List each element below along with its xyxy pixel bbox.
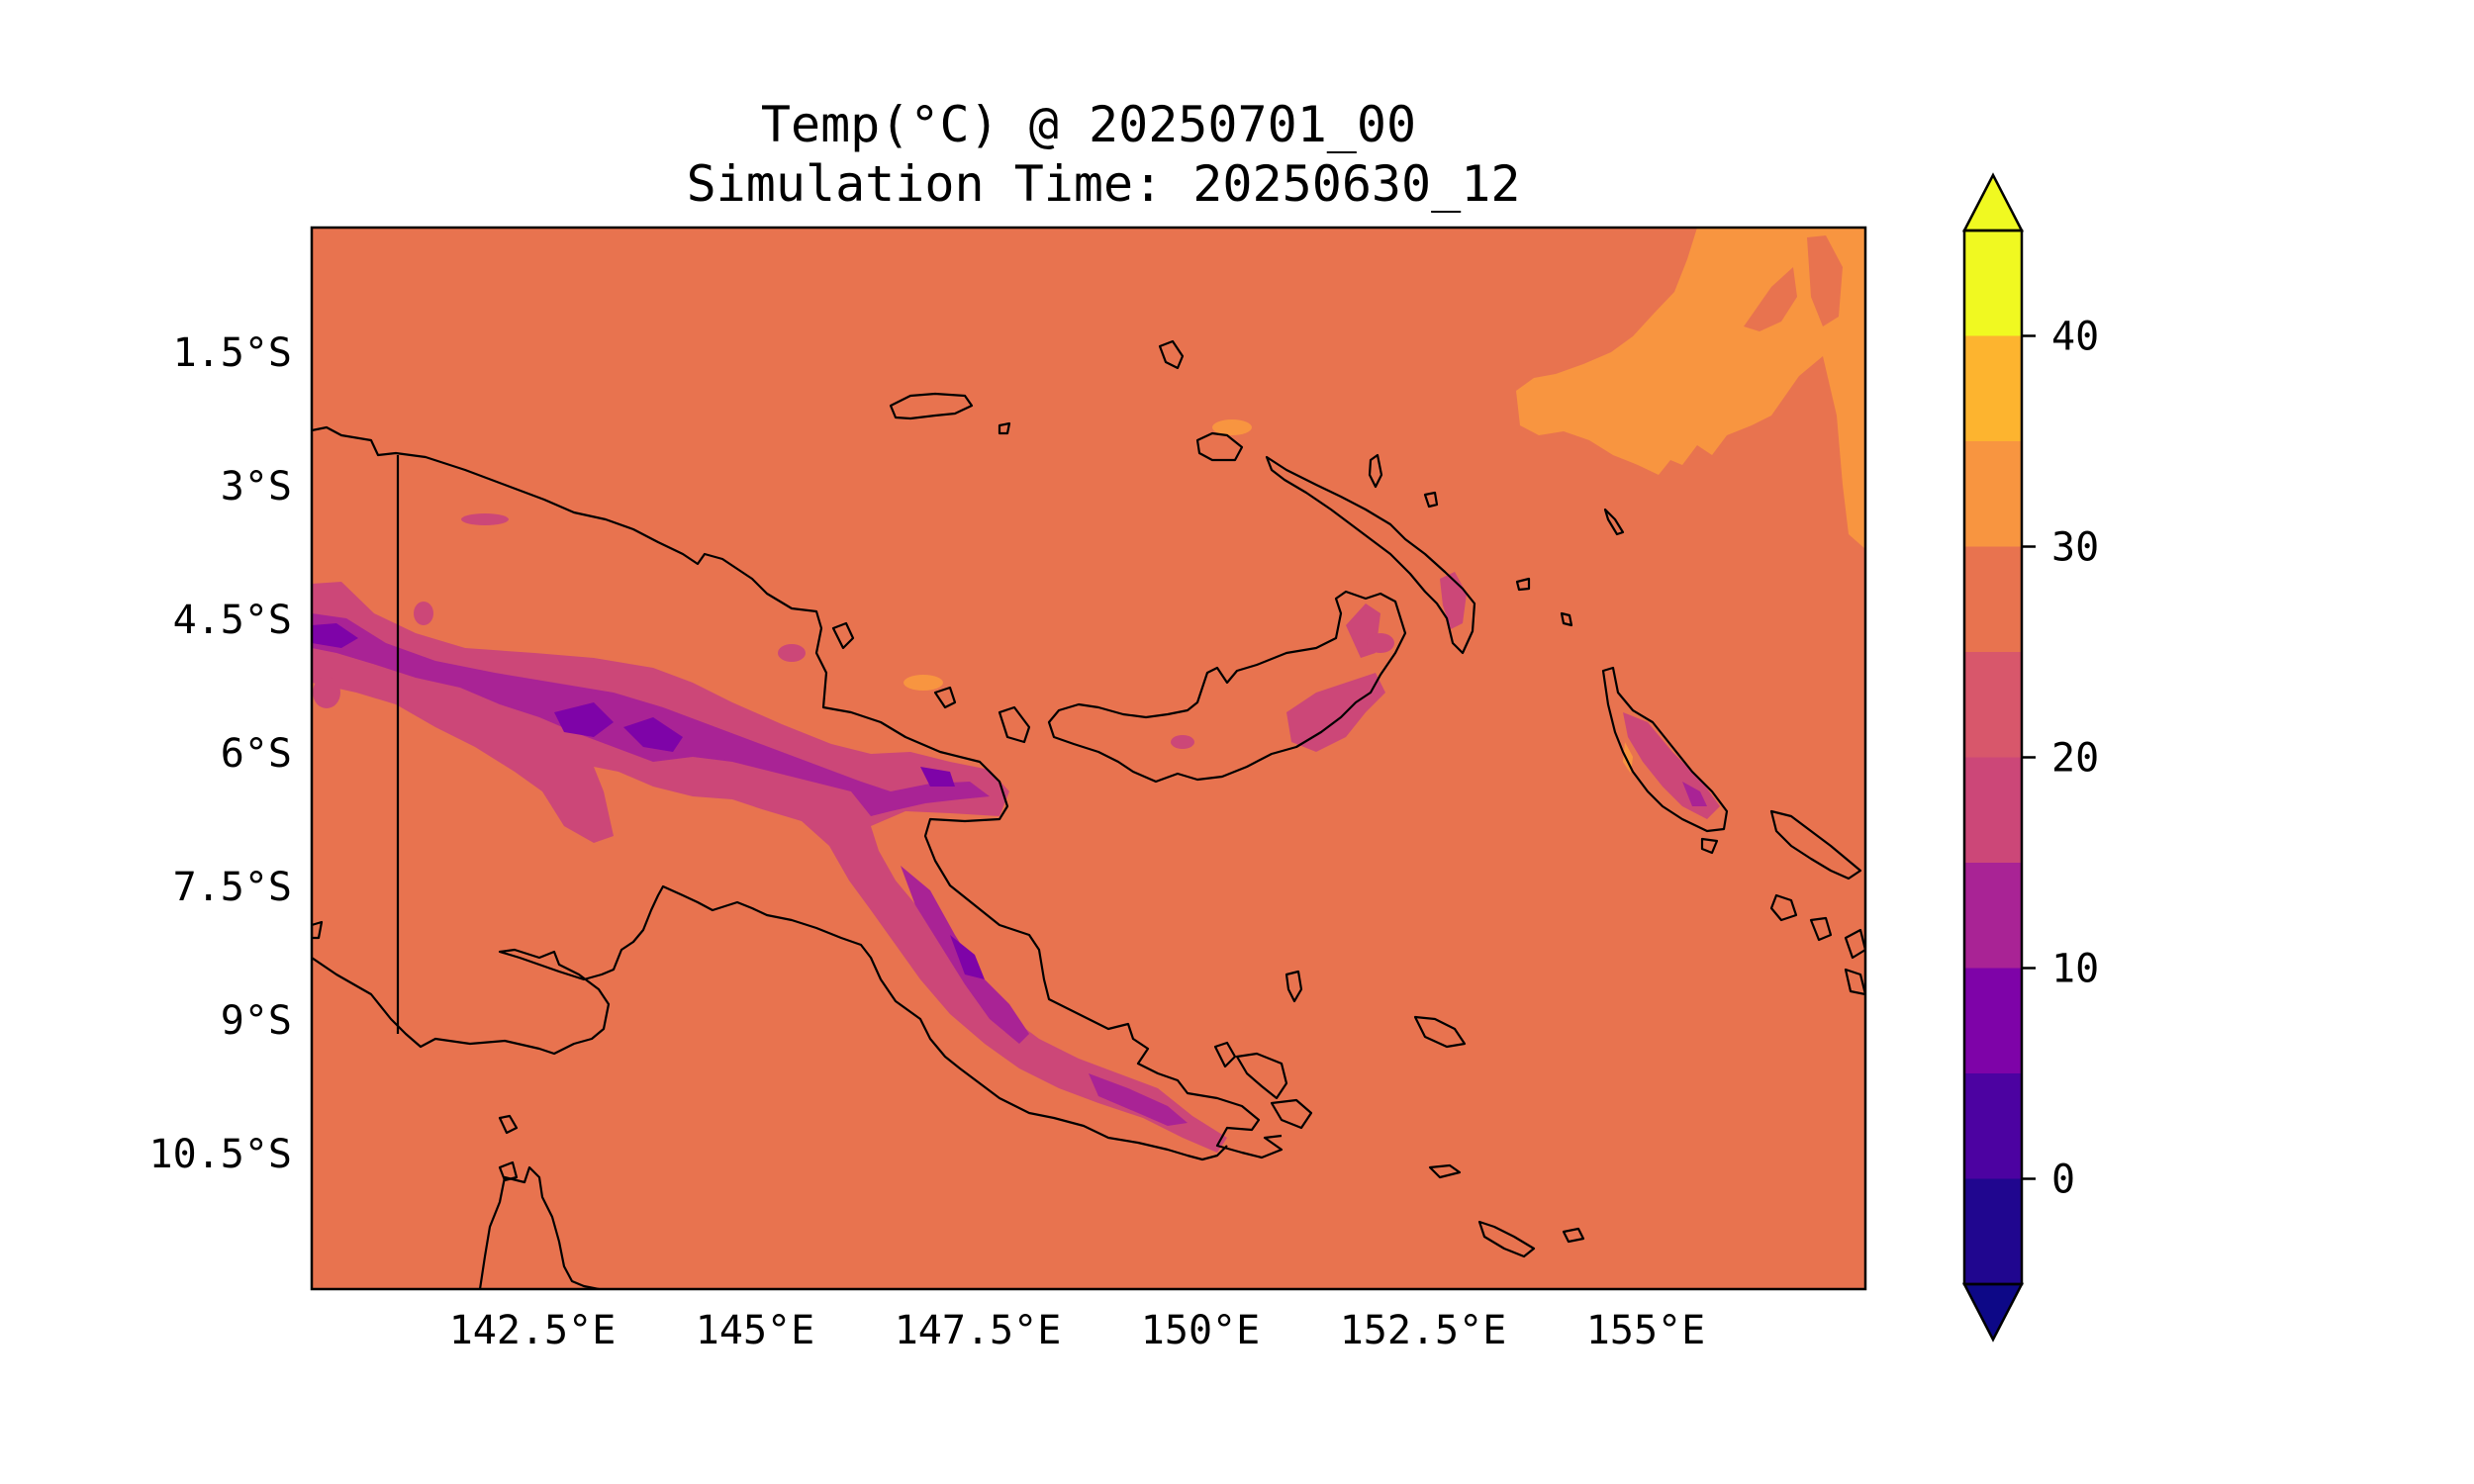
island xyxy=(1413,1015,1467,1049)
new-guinea-south-coast xyxy=(312,884,1228,1161)
island xyxy=(998,421,1011,435)
colorbar-under-arrow xyxy=(1961,1282,2025,1343)
lon-tick-label: 145°E xyxy=(696,1308,814,1353)
new-britain-highland xyxy=(1367,633,1394,653)
island xyxy=(1285,970,1303,1003)
colorbar-over-arrow xyxy=(1961,172,2025,232)
island xyxy=(1477,1220,1536,1258)
island xyxy=(1428,1163,1462,1179)
lat-tick-label: 10.5°S xyxy=(149,1132,293,1177)
solomon-coast xyxy=(1769,809,1862,881)
island xyxy=(1158,339,1185,370)
lon-tick-label: 150°E xyxy=(1141,1308,1260,1353)
island xyxy=(1809,916,1833,942)
colorbar-segment xyxy=(1964,335,2022,441)
highland-zone-peak xyxy=(554,702,614,737)
bougainville-coast xyxy=(1601,666,1729,833)
island xyxy=(1603,508,1625,536)
island xyxy=(1560,611,1573,627)
island xyxy=(1769,893,1798,922)
lat-tick-label: 4.5°S xyxy=(173,598,292,643)
colorbar-segment xyxy=(1964,968,2022,1073)
highland-spot xyxy=(414,602,433,625)
lon-tick-label: 147.5°E xyxy=(895,1308,1062,1353)
island xyxy=(1368,453,1383,489)
highland-spot xyxy=(778,644,806,662)
island xyxy=(1562,1227,1585,1244)
latitude-labels: 1.5°S 3°S 4.5°S 6°S 7.5°S 9°S 10.5°S xyxy=(149,330,293,1177)
island xyxy=(1844,968,1865,996)
colorbar-segment xyxy=(1964,441,2022,547)
lat-tick-label: 7.5°S xyxy=(173,865,292,910)
bougainville-highland xyxy=(1682,782,1707,806)
colorbar-segment xyxy=(1964,546,2022,652)
warm-spot xyxy=(904,675,943,691)
lat-tick-label: 3°S xyxy=(221,464,292,510)
colorbar-tick-label: 40 xyxy=(2051,315,2099,360)
new-britain-highland xyxy=(1171,735,1194,749)
highland-zone-peak xyxy=(312,623,358,648)
warm-spot xyxy=(1212,419,1252,435)
highland-zone-peak xyxy=(950,935,985,979)
colorbar-tick-label: 0 xyxy=(2051,1158,2075,1203)
colorbar-segment xyxy=(1964,231,2022,336)
island xyxy=(1195,431,1244,462)
colorbar: 0 10 20 30 40 xyxy=(1961,172,2099,1343)
island xyxy=(312,920,324,940)
map-title-line2: Simulation Time: 20250630_12 xyxy=(687,155,1521,213)
map-panel xyxy=(312,228,1865,1289)
new-britain-coast xyxy=(1047,590,1407,784)
island xyxy=(1213,1041,1237,1068)
island xyxy=(998,705,1031,744)
island xyxy=(831,621,855,650)
warm-sea-patch xyxy=(1807,235,1843,326)
longitude-labels: 142.5°E 145°E 147.5°E 150°E 152.5°E 155°… xyxy=(449,1308,1706,1353)
island xyxy=(498,1160,519,1182)
highland-zone-peak xyxy=(623,717,683,752)
map-title-line1: Temp(°C) @ 20250701_00 xyxy=(761,96,1416,153)
lat-tick-label: 1.5°S xyxy=(173,330,292,376)
island xyxy=(498,1114,519,1135)
colorbar-segment xyxy=(1964,1178,2022,1284)
lat-tick-label: 9°S xyxy=(221,998,292,1044)
highland-zone-core xyxy=(1089,1073,1188,1126)
island xyxy=(1844,928,1865,960)
island xyxy=(1235,1052,1288,1100)
island xyxy=(1270,1098,1313,1130)
map-frame xyxy=(310,226,1867,1291)
colorbar-segment xyxy=(1964,652,2022,758)
new-guinea-north-coast xyxy=(312,425,1284,1159)
highland-zone-peak xyxy=(920,767,955,787)
lon-tick-label: 142.5°E xyxy=(449,1308,617,1353)
highland-spot xyxy=(461,513,509,525)
highland-zone-core xyxy=(312,613,990,816)
highland-spot xyxy=(313,677,340,708)
colorbar-tick-label: 10 xyxy=(2051,947,2099,992)
colorbar-segment xyxy=(1964,863,2022,969)
warm-sea-patch xyxy=(1744,267,1797,331)
lon-tick-label: 155°E xyxy=(1586,1308,1705,1353)
island xyxy=(1423,491,1439,509)
island xyxy=(933,686,957,709)
new-britain-highland xyxy=(1286,673,1385,752)
lat-tick-label: 6°S xyxy=(221,731,292,777)
colorbar-segment xyxy=(1964,757,2022,863)
island xyxy=(1515,577,1531,592)
colorbar-segment xyxy=(1964,1073,2022,1179)
new-ireland-coast xyxy=(1265,455,1476,655)
lon-tick-label: 152.5°E xyxy=(1340,1308,1507,1353)
manus-island xyxy=(889,392,974,420)
coastlines xyxy=(312,339,1865,1289)
island xyxy=(1700,837,1719,855)
colorbar-tick-label: 30 xyxy=(2051,525,2099,571)
york-peninsula-coast xyxy=(478,1165,600,1289)
colorbar-tick-label: 20 xyxy=(2051,736,2099,782)
